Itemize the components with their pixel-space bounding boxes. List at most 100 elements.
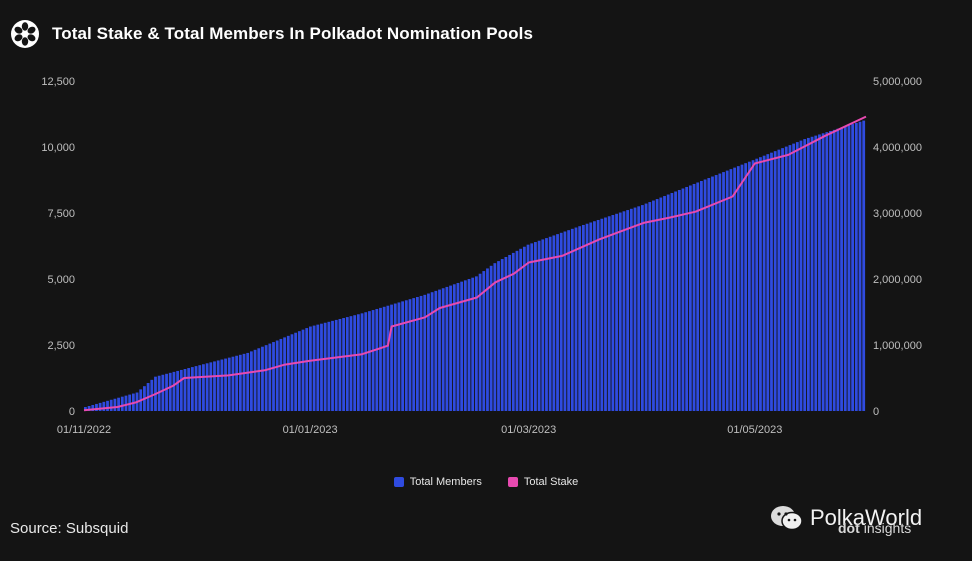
members-bar	[578, 226, 582, 411]
members-bar	[360, 313, 364, 411]
members-bar	[168, 372, 172, 411]
members-bar	[567, 230, 571, 411]
members-bar	[84, 407, 87, 411]
members-bar	[714, 175, 718, 411]
members-bar	[770, 152, 773, 411]
members-bar	[294, 332, 298, 411]
members-bar	[268, 343, 272, 411]
members-bar	[858, 121, 862, 411]
members-bar	[784, 146, 788, 411]
members-bar	[677, 189, 681, 411]
members-bar	[117, 397, 120, 411]
members-bar	[829, 131, 832, 411]
members-bar	[452, 284, 456, 411]
members-bar	[663, 196, 666, 411]
members-bar	[187, 368, 191, 411]
members-bar	[640, 205, 644, 411]
y-left-tick-label: 7,500	[47, 208, 75, 220]
members-bar	[633, 207, 637, 411]
members-bar	[213, 361, 216, 411]
members-bar	[508, 254, 511, 411]
members-bar	[445, 286, 449, 411]
members-bar	[249, 351, 253, 411]
y-left-tick-label: 0	[69, 406, 75, 418]
wechat-icon	[771, 506, 803, 531]
members-bar	[773, 151, 777, 411]
members-bar	[696, 182, 700, 411]
source-note: Source: Subsquid	[10, 520, 129, 537]
members-bar	[806, 137, 810, 411]
members-bar	[725, 170, 729, 411]
members-bar	[286, 335, 290, 411]
members-bar	[541, 239, 545, 411]
members-bar	[644, 203, 648, 411]
members-bar	[615, 213, 618, 411]
members-bar	[120, 396, 124, 411]
members-bar	[290, 334, 294, 411]
members-bar	[165, 373, 168, 411]
members-bar	[618, 212, 622, 411]
members-bar	[209, 362, 213, 411]
members-bar	[161, 374, 165, 411]
members-bar	[803, 139, 807, 411]
y-right-tick-label: 0	[873, 406, 879, 418]
members-bar	[482, 271, 486, 411]
members-bar	[342, 318, 345, 411]
members-bar	[600, 218, 604, 411]
members-bar	[486, 268, 489, 411]
members-bar	[629, 208, 633, 411]
members-bar	[386, 305, 390, 411]
members-bar	[463, 280, 467, 411]
members-bar	[519, 248, 523, 411]
y-left-tick-label: 12,500	[41, 76, 75, 88]
members-bar	[323, 322, 327, 411]
members-bar	[301, 329, 305, 411]
members-bar	[825, 132, 829, 411]
members-bar	[810, 136, 814, 411]
members-bar	[349, 316, 353, 411]
members-bar	[412, 298, 416, 411]
members-bar	[238, 354, 242, 411]
members-bar	[124, 395, 128, 411]
members-bar	[821, 133, 825, 411]
members-bar	[430, 292, 434, 411]
members-bar	[113, 398, 117, 411]
members-bar	[415, 297, 419, 411]
members-bar	[95, 403, 98, 411]
members-bar	[297, 331, 301, 411]
legend-label-stake: Total Stake	[523, 476, 579, 488]
x-tick-label: 01/03/2023	[501, 424, 556, 436]
members-bar	[275, 340, 279, 411]
members-bar	[497, 261, 500, 411]
legend-item-members[interactable]: Total Members	[393, 476, 482, 488]
members-bar	[762, 155, 766, 411]
members-bar	[851, 124, 855, 411]
members-bar	[736, 166, 740, 411]
members-bar	[681, 188, 685, 411]
members-bar	[401, 301, 405, 411]
members-bar	[478, 273, 482, 411]
members-bar	[320, 323, 323, 411]
legend-item-stake[interactable]: Total Stake	[507, 476, 579, 488]
members-bar	[666, 194, 670, 411]
members-bar	[467, 279, 471, 411]
members-bar	[843, 126, 847, 412]
members-bar	[589, 222, 593, 411]
members-bar	[836, 128, 840, 411]
members-bar	[334, 319, 338, 411]
polkadot-logo-icon	[11, 20, 39, 48]
members-bar	[390, 304, 393, 411]
members-bar	[279, 338, 283, 411]
members-bar	[419, 295, 423, 411]
members-bar	[818, 134, 821, 411]
y-right-tick-label: 2,000,000	[873, 274, 922, 286]
members-bar	[353, 315, 357, 411]
members-bar	[364, 312, 368, 411]
members-bar	[98, 402, 102, 411]
members-bar	[216, 360, 220, 411]
members-bar	[382, 306, 386, 411]
members-bar	[194, 366, 198, 411]
members-bar	[840, 127, 843, 411]
members-bar	[777, 149, 781, 411]
members-bar	[257, 348, 261, 411]
